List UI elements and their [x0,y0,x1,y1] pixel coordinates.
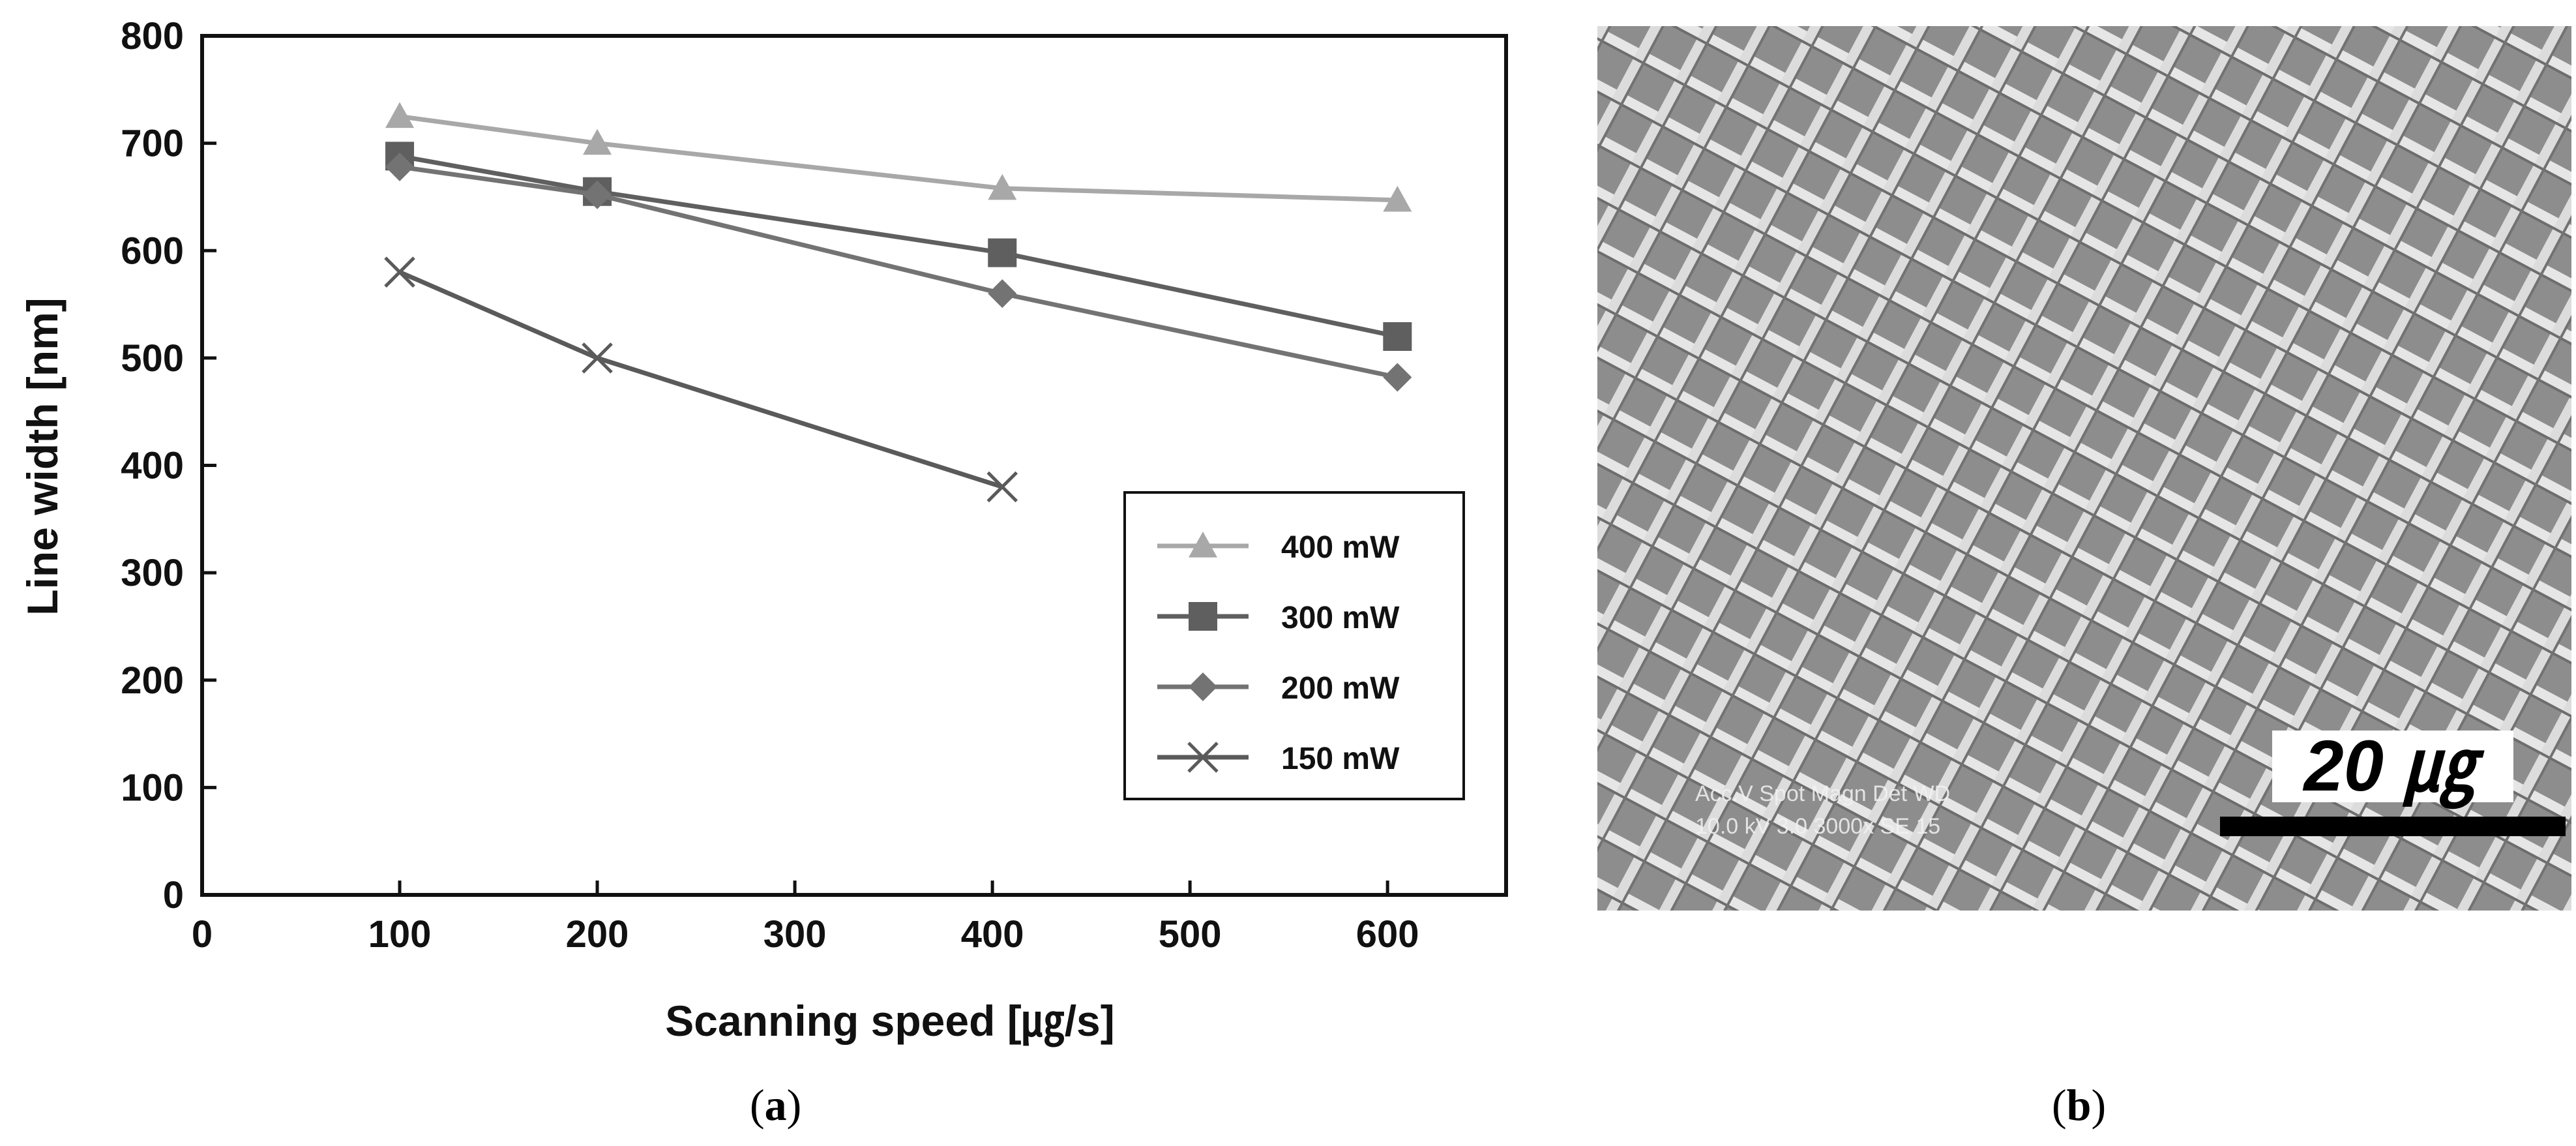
scale-bar [2220,817,2566,836]
data-point-150-mw [582,342,613,374]
x-tick-label: 500 [1159,913,1222,956]
data-point-300-mw [988,238,1017,267]
series-line-400-mw [399,114,1398,203]
x-tick-label: 200 [566,913,629,956]
data-point-400-mw [385,102,415,128]
scale-bar-text-bg [2272,731,2513,802]
x-tick-label: 400 [961,913,1024,956]
y-tick-label: 100 [121,766,184,809]
data-point-400-mw [583,128,612,155]
data-point-200-mw [583,180,612,209]
data-point-200-mw [1383,363,1412,392]
x-marker-stroke [1187,742,1219,773]
legend-marker [1187,742,1219,773]
legend-label: 200 mW [1281,671,1400,706]
y-tick-label: 400 [121,445,184,487]
x-marker-stroke [582,342,613,374]
legend-label: 300 mW [1281,601,1400,635]
y-tick-label: 0 [163,874,184,916]
legend-box [1123,491,1465,800]
legend-marker [1189,672,1217,701]
legend-label: 150 mW [1281,742,1400,776]
data-point-150-mw [384,256,415,288]
scale-bar-label: 20 ㎍ [2303,726,2485,809]
y-axis-title: Line width [nm] [18,297,67,616]
data-point-200-mw [385,152,415,181]
series-line-300-mw [399,153,1399,339]
series-line-150-mw [398,269,1003,489]
sem-info-values: 10.0 kV 3.0 3000x SE 15 [1695,814,1940,839]
legend-label: 400 mW [1281,530,1400,565]
y-tick-label: 300 [121,552,184,594]
y-tick-label: 600 [121,230,184,272]
x-axis-title: Scanning speed [㎍/s] [665,997,1114,1048]
sem-info-header: Acc.V Spot Magn Det WD [1695,781,1950,806]
legend-marker [1189,532,1217,558]
x-marker-stroke [986,471,1018,503]
sem-micrograph: Acc.V Spot Magn Det WD 10.0 kV 3.0 3000x… [1597,26,2571,911]
x-tick-label: 100 [368,913,432,956]
panel-label-b: (b) [2052,1080,2107,1130]
data-point-400-mw [988,173,1017,200]
x-marker-stroke [384,256,415,288]
data-point-150-mw [986,471,1018,503]
y-tick-label: 700 [121,123,184,165]
legend-marker [1189,602,1217,631]
y-tick-label: 500 [121,337,184,380]
y-tick-label: 800 [121,15,184,57]
x-tick-label: 0 [192,913,213,956]
panel-label-a: (a) [750,1080,802,1130]
data-point-300-mw [1383,322,1412,351]
y-tick-label: 200 [121,659,184,702]
x-tick-label: 600 [1356,913,1419,956]
data-point-400-mw [1383,185,1412,212]
series-line-200-mw [399,164,1399,380]
data-point-200-mw [988,279,1017,309]
x-tick-label: 300 [763,913,827,956]
